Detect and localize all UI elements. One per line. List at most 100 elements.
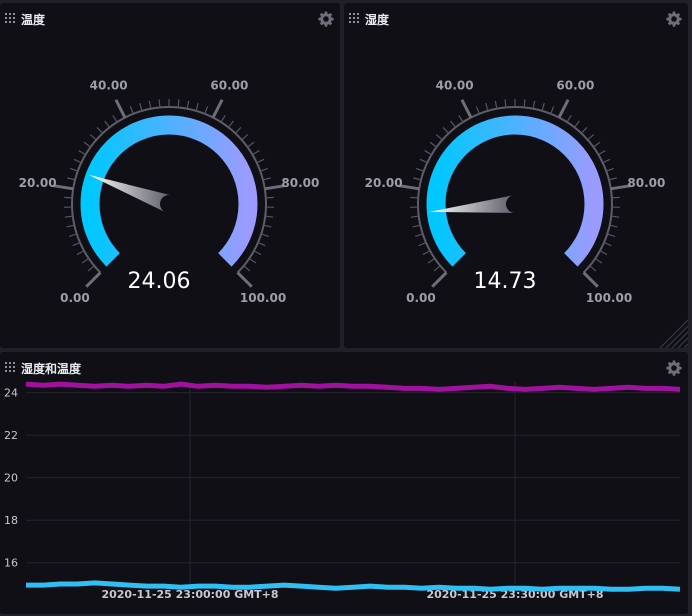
gauge-arc bbox=[426, 115, 604, 267]
gauge-major-tick bbox=[53, 184, 74, 191]
gear-icon[interactable] bbox=[666, 11, 682, 27]
gear-icon[interactable] bbox=[318, 11, 334, 27]
gauge-minor-tick bbox=[139, 103, 143, 112]
gauge-minor-tick bbox=[186, 100, 190, 109]
gauge-minor-tick bbox=[608, 177, 617, 181]
gauge-minor-tick bbox=[195, 103, 199, 112]
resize-handle-icon[interactable] bbox=[658, 318, 689, 349]
gauge-minor-tick bbox=[204, 106, 209, 115]
gauge-minor-tick bbox=[263, 224, 272, 228]
gauge-minor-tick bbox=[424, 150, 432, 156]
gauge-minor-tick bbox=[158, 99, 161, 108]
gauge-minor-tick bbox=[64, 196, 73, 199]
gauge-major-tick bbox=[236, 271, 253, 288]
gauge-minor-tick bbox=[541, 103, 545, 112]
gauge-needle bbox=[88, 174, 173, 213]
gauge-tick-label: 0.00 bbox=[60, 291, 90, 305]
gauge-minor-tick bbox=[450, 120, 457, 128]
gauge-panel-temperature: 温度 0.00 20.00 40.00 60.00 80.00 100.00 24.06 bbox=[0, 3, 340, 348]
x-tick-label: 2020-11-25 23:30:00 GMT+8 bbox=[426, 588, 603, 601]
gauge-minor-tick bbox=[252, 150, 260, 156]
panel-title: 湿度 bbox=[365, 13, 390, 27]
y-tick-label: 24 bbox=[4, 387, 18, 400]
gauge-minor-tick bbox=[606, 167, 614, 172]
panel-title: 温度 bbox=[21, 13, 46, 27]
gauge-major-tick bbox=[431, 271, 448, 288]
gauge-minor-tick bbox=[410, 215, 419, 218]
gauge-minor-tick bbox=[410, 196, 419, 199]
gauge-needle bbox=[429, 195, 516, 213]
gauge-minor-tick bbox=[603, 241, 612, 247]
gauge-minor-tick bbox=[66, 224, 75, 228]
drag-handle-icon[interactable] bbox=[5, 13, 17, 25]
gauge-minor-tick bbox=[227, 120, 234, 128]
y-tick-label: 22 bbox=[4, 429, 18, 442]
gauge-temperature: 0.00 20.00 40.00 60.00 80.00 100.00 24.06 bbox=[19, 78, 320, 305]
gauge-minor-tick bbox=[265, 196, 274, 199]
y-tick-label: 20 bbox=[4, 472, 18, 485]
series-line-humidity[interactable] bbox=[26, 580, 681, 592]
panel-title: 湿度和温度 bbox=[21, 362, 82, 376]
gauge-minor-tick bbox=[550, 106, 555, 115]
panel-header: 湿度 bbox=[344, 3, 688, 33]
gauge-minor-tick bbox=[429, 141, 437, 148]
gauge-major-tick bbox=[582, 271, 599, 288]
drag-handle-icon[interactable] bbox=[349, 13, 361, 25]
gauge-minor-tick bbox=[67, 177, 76, 181]
line-chart[interactable]: 16 18 20 22 24 2020-11-25 23:00:00 GMT+8 2020-… bbox=[0, 352, 688, 614]
gauge-minor-tick bbox=[72, 241, 81, 247]
gauge-tick-label: 80.00 bbox=[281, 176, 319, 190]
gauge-minor-tick bbox=[427, 258, 436, 264]
gauge-minor-tick bbox=[611, 196, 620, 199]
panel-header: 湿度和温度 bbox=[0, 352, 688, 382]
gauge-minor-tick bbox=[248, 258, 257, 264]
gear-icon[interactable] bbox=[666, 360, 682, 376]
gauge-humidity: 0.00 20.00 40.00 60.00 80.00 100.00 14.73 bbox=[365, 78, 666, 305]
gauge-tick-label: 60.00 bbox=[556, 78, 594, 92]
gauge-minor-tick bbox=[257, 241, 266, 247]
gauge-minor-tick bbox=[611, 215, 620, 218]
gauge-minor-tick bbox=[413, 177, 422, 181]
gauge-minor-tick bbox=[593, 141, 601, 148]
gauge-minor-tick bbox=[580, 127, 588, 134]
gauge-tick-label: 100.00 bbox=[240, 291, 286, 305]
gauge-tick-label: 0.00 bbox=[406, 291, 436, 305]
gauge-minor-tick bbox=[422, 250, 431, 256]
gauge-minor-tick bbox=[566, 115, 572, 123]
gauge-panel-humidity: 湿度 0.00 20.00 40.00 60.00 80.00 100.00 14.73 bbox=[344, 3, 689, 349]
gauge-minor-tick bbox=[609, 224, 618, 228]
gauge-minor-tick bbox=[148, 100, 152, 109]
gauge-minor-tick bbox=[261, 233, 270, 238]
gauge-minor-tick bbox=[494, 100, 498, 109]
gauge-major-tick bbox=[85, 271, 102, 288]
gauge-arc bbox=[80, 115, 258, 267]
gauge-tick-label: 80.00 bbox=[627, 176, 665, 190]
gauge-minor-tick bbox=[442, 127, 450, 134]
gauge-minor-tick bbox=[260, 167, 268, 172]
gauge-tick-label: 100.00 bbox=[586, 291, 632, 305]
gauge-minor-tick bbox=[435, 134, 443, 141]
gauge-minor-tick bbox=[73, 158, 82, 164]
gauge-minor-tick bbox=[414, 233, 423, 238]
gauge-minor-tick bbox=[78, 150, 86, 156]
gauge-minor-tick bbox=[253, 250, 262, 256]
gauge-minor-tick bbox=[241, 134, 249, 141]
gauge-minor-tick bbox=[81, 258, 90, 264]
gauge-minor-tick bbox=[265, 215, 274, 218]
gauge-minor-tick bbox=[234, 127, 242, 134]
x-tick-label: 2020-11-25 23:00:00 GMT+8 bbox=[101, 588, 278, 601]
gauge-major-tick bbox=[399, 184, 420, 191]
gauge-value: 24.06 bbox=[128, 269, 191, 294]
gauge-minor-tick bbox=[598, 150, 606, 156]
gauge-major-tick bbox=[114, 99, 127, 119]
series-line-temperature[interactable] bbox=[25, 381, 681, 392]
gauge-tick-label: 20.00 bbox=[19, 176, 57, 190]
gauge-minor-tick bbox=[599, 250, 608, 256]
gauge-minor-tick bbox=[76, 250, 85, 256]
gauge-major-tick bbox=[264, 184, 285, 191]
gauge-minor-tick bbox=[89, 134, 97, 141]
gauge-major-tick bbox=[460, 99, 473, 119]
gauge-minor-tick bbox=[70, 167, 78, 172]
drag-handle-icon[interactable] bbox=[5, 362, 17, 374]
gauge-tick-label: 60.00 bbox=[210, 78, 248, 92]
